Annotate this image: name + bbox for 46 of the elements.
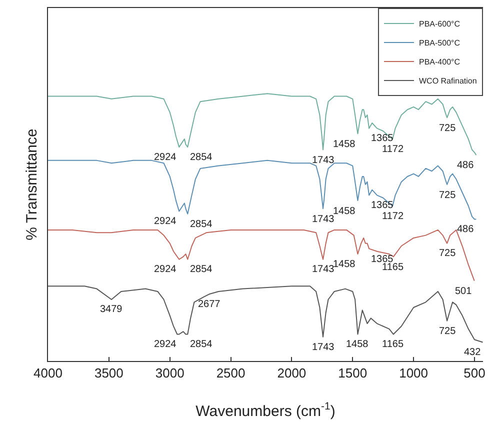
annotation: 2924 xyxy=(154,264,177,275)
annotation: 486 xyxy=(457,160,474,171)
annotation: 1172 xyxy=(382,144,404,155)
x-tick-label: 500 xyxy=(464,366,486,381)
legend-label: WCO Rafination xyxy=(419,76,477,86)
annotation: 725 xyxy=(439,326,456,337)
x-tick-label: 1500 xyxy=(338,366,368,381)
annotation: 725 xyxy=(439,123,456,134)
x-tick-label: 2500 xyxy=(216,366,246,381)
annotation: 1743 xyxy=(312,342,335,353)
annotation: 2854 xyxy=(190,339,213,350)
annotation: 2854 xyxy=(190,264,213,275)
annotation: 2677 xyxy=(198,299,221,310)
annotation: 725 xyxy=(439,190,456,201)
annotation: 1165 xyxy=(382,339,404,350)
annotation: 1743 xyxy=(312,155,335,166)
x-tick-label: 2000 xyxy=(277,366,306,381)
annotation: 2854 xyxy=(190,152,213,163)
annotation: 2924 xyxy=(154,339,177,350)
annotation: 2924 xyxy=(154,216,177,227)
annotation: 1743 xyxy=(312,264,335,275)
annotation: 486 xyxy=(457,224,474,235)
annotation: 2924 xyxy=(154,152,177,163)
y-axis-title: % Transmittance xyxy=(23,128,40,240)
annotation: 725 xyxy=(439,248,456,259)
annotation: 1365 xyxy=(371,200,394,211)
x-tick-label: 1000 xyxy=(399,366,428,381)
annotation: 2854 xyxy=(190,219,213,230)
x-tick-label: 4000 xyxy=(34,366,62,381)
x-tick-label: 3000 xyxy=(155,366,184,381)
annotation: 1458 xyxy=(333,206,356,217)
annotation: 432 xyxy=(464,347,482,358)
annotation: 1165 xyxy=(382,262,404,273)
annotation: 1365 xyxy=(371,133,394,144)
legend-label: PBA-500°C xyxy=(419,38,460,48)
x-axis-title: Wavenumbers (cm$^{-1}$) xyxy=(196,400,336,420)
annotation: 1172 xyxy=(382,211,404,222)
annotation: 1458 xyxy=(333,139,356,150)
x-tick-label: 3500 xyxy=(94,366,124,381)
annotation: 3479 xyxy=(100,304,123,315)
annotation: 1458 xyxy=(333,259,356,270)
annotation: 1743 xyxy=(312,214,335,225)
legend-label: PBA-400°C xyxy=(419,58,460,67)
annotation: 1458 xyxy=(346,339,369,350)
legend-label: PBA-600°C xyxy=(419,20,460,29)
annotation: 501 xyxy=(455,286,472,297)
